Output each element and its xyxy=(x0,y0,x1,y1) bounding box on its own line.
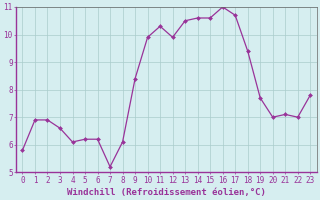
X-axis label: Windchill (Refroidissement éolien,°C): Windchill (Refroidissement éolien,°C) xyxy=(67,188,266,197)
